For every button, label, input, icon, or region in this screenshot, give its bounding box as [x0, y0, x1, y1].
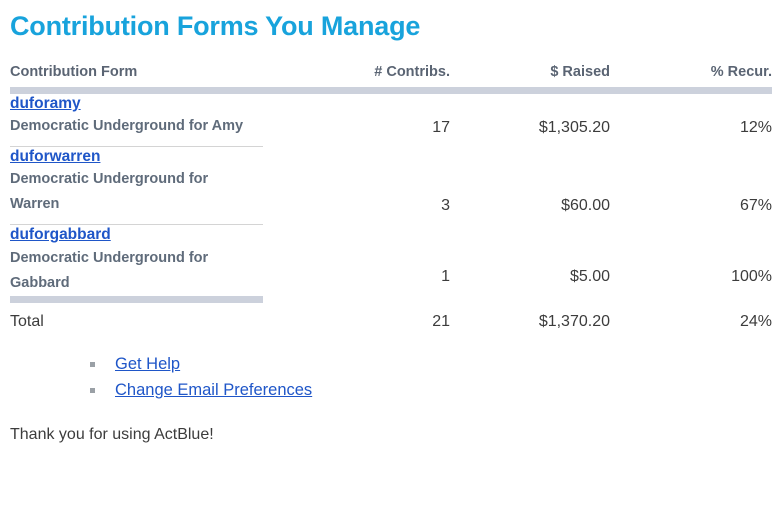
- table-row: duforwarren Democratic Underground for W…: [10, 147, 772, 226]
- header-divider-cell: [10, 86, 772, 94]
- list-item: Change Email Preferences: [90, 381, 772, 400]
- row-raised-value: $1,305.20: [538, 119, 610, 136]
- row-recur-value: 12%: [739, 119, 772, 136]
- total-recur-value: 24%: [739, 312, 772, 330]
- header-divider-bar: [10, 86, 772, 94]
- header-divider-row: [10, 86, 772, 94]
- table-row: duforgabbard Democratic Underground for …: [10, 225, 772, 295]
- bullet-square-icon: [90, 361, 95, 367]
- form-name-cell: duforwarren Democratic Underground for W…: [10, 147, 340, 226]
- total-label: Total: [10, 312, 44, 330]
- row-divider: [10, 224, 263, 226]
- row-contribs-value: 3: [441, 197, 450, 215]
- form-description: Democratic Underground for Warren: [10, 171, 209, 213]
- table-header-row: Contribution Form # Contribs. $ Raised %…: [10, 64, 772, 87]
- change-email-preferences-link[interactable]: Change Email Preferences: [115, 380, 313, 399]
- form-name-cell: duforamy Democratic Underground for Amy: [10, 94, 340, 147]
- contribution-forms-table: Contribution Form # Contribs. $ Raised %…: [10, 64, 772, 331]
- row-raised-value: $5.00: [569, 267, 610, 285]
- row-recur-value: 100%: [731, 267, 772, 285]
- column-header-raised: $ Raised: [550, 63, 610, 80]
- form-description: Democratic Underground for Amy: [10, 118, 244, 135]
- get-help-link[interactable]: Get Help: [115, 354, 181, 373]
- column-header-recur: % Recur.: [710, 63, 772, 80]
- form-name-cell: duforgabbard Democratic Underground for …: [10, 225, 340, 295]
- spacer-cell: [610, 296, 772, 303]
- total-row: Total 21 $1,370.20 24%: [10, 303, 772, 331]
- table-row: duforamy Democratic Underground for Amy …: [10, 94, 772, 147]
- spacer-cell: [340, 296, 450, 303]
- footer-links-list: Get Help Change Email Preferences: [10, 355, 772, 400]
- total-divider-cell: [10, 295, 340, 303]
- row-recur-value: 67%: [739, 197, 772, 215]
- total-contribs-value: 21: [432, 312, 450, 330]
- thank-you-text: Thank you for using ActBlue!: [10, 425, 214, 443]
- row-contribs-value: 17: [432, 119, 450, 136]
- row-raised-value: $60.00: [561, 197, 610, 215]
- page-container: Contribution Forms You Manage Contributi…: [0, 11, 782, 444]
- list-item: Get Help: [90, 355, 772, 374]
- form-link-duforwarren[interactable]: duforwarren: [10, 148, 101, 165]
- spacer-cell: [450, 296, 610, 303]
- total-divider-bar: [10, 295, 263, 303]
- form-link-duforgabbard[interactable]: duforgabbard: [10, 226, 111, 244]
- total-raised-value: $1,370.20: [538, 312, 610, 330]
- column-header-contribution-form: Contribution Form: [10, 63, 138, 80]
- row-contribs-value: 1: [441, 267, 450, 285]
- row-divider: [10, 146, 263, 147]
- column-header-contribs: # Contribs.: [374, 63, 450, 80]
- form-link-duforamy[interactable]: duforamy: [10, 94, 81, 112]
- form-description: Democratic Underground for Gabbard: [10, 249, 209, 291]
- bullet-square-icon: [90, 387, 95, 393]
- page-title: Contribution Forms You Manage: [10, 11, 421, 41]
- total-divider-row: [10, 295, 772, 303]
